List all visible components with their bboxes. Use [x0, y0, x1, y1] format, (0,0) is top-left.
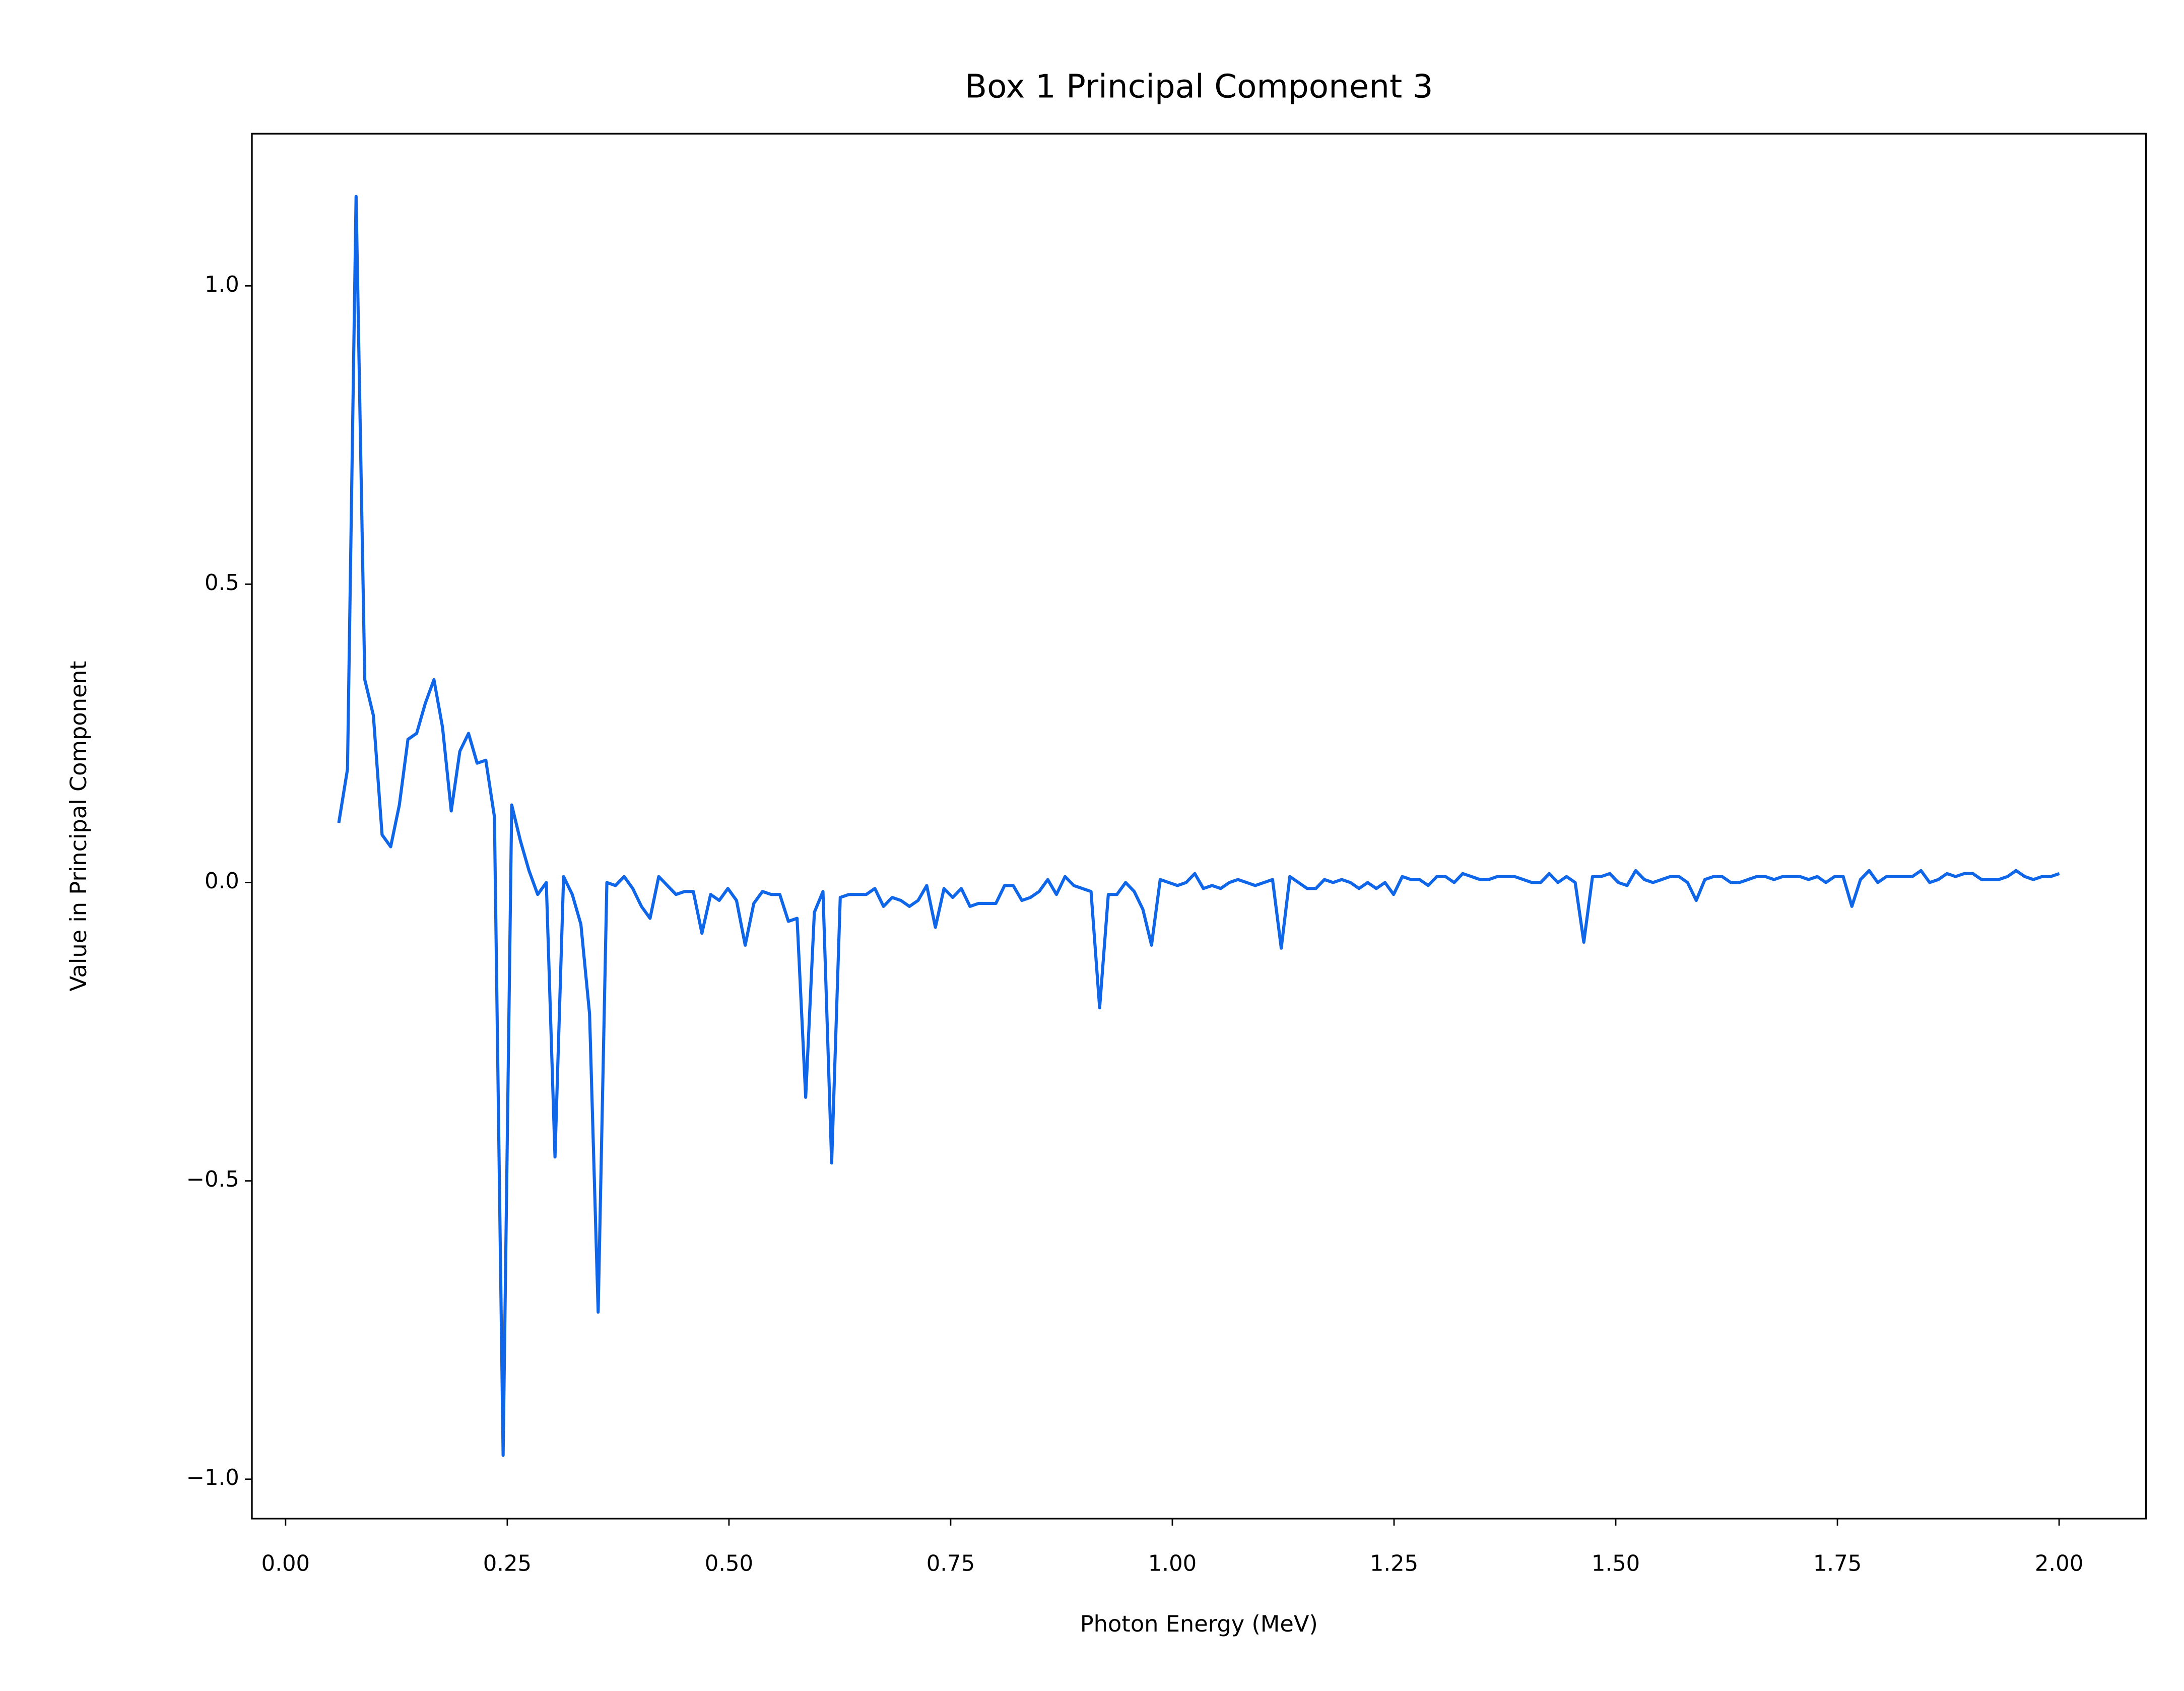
chart-title: Box 1 Principal Component 3	[965, 68, 1433, 106]
y-tick-label: −0.5	[186, 1167, 239, 1192]
x-tick-label: 0.25	[483, 1551, 532, 1577]
x-axis-label: Photon Energy (MeV)	[1080, 1611, 1318, 1637]
x-tick-label: 0.50	[705, 1551, 753, 1577]
x-tick-label: 1.00	[1148, 1551, 1197, 1577]
x-tick-label: 1.50	[1592, 1551, 1640, 1577]
y-tick-label: 1.0	[205, 272, 239, 297]
plot-frame	[251, 133, 2147, 1520]
x-tick-label: 1.75	[1813, 1551, 1862, 1577]
y-tick-label: −1.0	[186, 1465, 239, 1490]
y-axis-label: Value in Principal Component	[65, 661, 92, 992]
x-tick-label: 1.25	[1370, 1551, 1418, 1577]
x-tick-label: 2.00	[2035, 1551, 2083, 1577]
y-tick-label: 0.5	[205, 570, 239, 596]
y-tick-label: 0.0	[205, 869, 239, 894]
x-tick-label: 0.00	[261, 1551, 310, 1577]
x-tick-label: 0.75	[926, 1551, 975, 1577]
data-line	[337, 194, 2060, 1457]
